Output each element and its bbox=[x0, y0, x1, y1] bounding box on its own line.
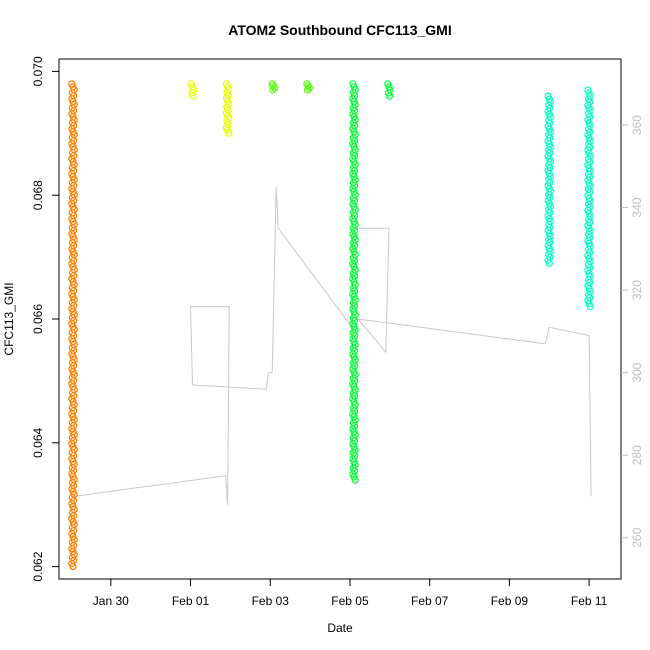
y-left-tick-label: 0.062 bbox=[31, 551, 45, 581]
data-point bbox=[189, 92, 197, 100]
data-point bbox=[586, 303, 594, 311]
x-tick-label: Feb 09 bbox=[491, 594, 529, 608]
x-tick-label: Feb 01 bbox=[172, 594, 210, 608]
data-series bbox=[68, 80, 594, 571]
data-point bbox=[271, 84, 279, 92]
y-left-tick-label: 0.066 bbox=[31, 304, 45, 334]
data-point bbox=[69, 562, 77, 571]
y-right-tick-label: 280 bbox=[630, 445, 644, 465]
data-point bbox=[269, 86, 277, 94]
y-right-tick-label: 300 bbox=[630, 362, 644, 382]
altitude-trace bbox=[72, 186, 592, 505]
y-left-tick-label: 0.070 bbox=[31, 56, 45, 86]
data-point bbox=[386, 92, 394, 100]
data-point bbox=[303, 86, 312, 94]
x-tick-label: Feb 07 bbox=[411, 594, 449, 608]
data-point bbox=[545, 259, 553, 267]
series-flight-3a bbox=[268, 80, 279, 94]
data-point bbox=[351, 476, 359, 484]
y-right-tick-label: 360 bbox=[630, 115, 644, 135]
y-right-tick-label: 340 bbox=[630, 197, 644, 217]
x-tick-label: Feb 05 bbox=[331, 594, 369, 608]
series-flight-2b bbox=[222, 80, 233, 137]
altitude-line bbox=[72, 186, 592, 505]
series-flight-1 bbox=[68, 80, 78, 571]
series-flight-4a bbox=[349, 80, 359, 484]
series-flight-3b bbox=[303, 80, 313, 94]
y-left-tick-label: 0.064 bbox=[31, 427, 45, 457]
data-point bbox=[225, 129, 233, 137]
series-flight-2a bbox=[187, 80, 198, 100]
y-left-tick-label: 0.068 bbox=[31, 180, 45, 210]
y-right-tick-label: 320 bbox=[630, 280, 644, 300]
data-point bbox=[305, 84, 313, 92]
series-flight-5a bbox=[544, 92, 555, 267]
chart-title: ATOM2 Southbound CFC113_GMI bbox=[228, 22, 452, 38]
x-tick-label: Feb 11 bbox=[571, 594, 608, 608]
series-flight-5b bbox=[584, 86, 594, 311]
y-right-tick-label: 260 bbox=[630, 527, 644, 547]
axes: Jan 30 Feb 01 Feb 03 Feb 05 Feb 07 Feb 09 Feb … bbox=[31, 56, 644, 608]
x-tick-label: Jan 30 bbox=[93, 594, 129, 608]
series-flight-4b bbox=[384, 80, 394, 100]
y-axis-label: CFC113_GMI bbox=[2, 282, 16, 355]
x-axis-label: Date bbox=[327, 621, 353, 635]
plot-frame bbox=[58, 58, 622, 580]
x-tick-label: Feb 03 bbox=[252, 594, 290, 608]
